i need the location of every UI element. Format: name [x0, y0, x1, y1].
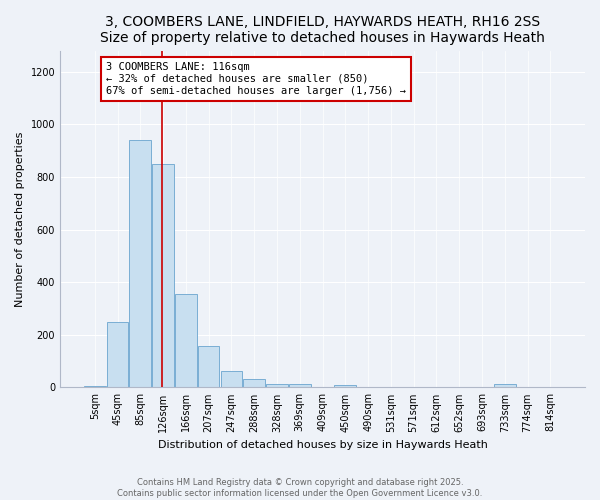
Text: Contains HM Land Registry data © Crown copyright and database right 2025.
Contai: Contains HM Land Registry data © Crown c… — [118, 478, 482, 498]
Text: 3 COOMBERS LANE: 116sqm
← 32% of detached houses are smaller (850)
67% of semi-d: 3 COOMBERS LANE: 116sqm ← 32% of detache… — [106, 62, 406, 96]
Bar — [198, 346, 220, 388]
Bar — [84, 386, 106, 388]
Bar — [221, 371, 242, 388]
Bar — [152, 164, 174, 388]
Bar — [266, 384, 288, 388]
Bar — [107, 322, 128, 388]
Bar — [289, 384, 311, 388]
Bar — [494, 384, 515, 388]
X-axis label: Distribution of detached houses by size in Haywards Heath: Distribution of detached houses by size … — [158, 440, 487, 450]
Y-axis label: Number of detached properties: Number of detached properties — [15, 132, 25, 306]
Bar — [244, 379, 265, 388]
Bar — [334, 385, 356, 388]
Bar — [175, 294, 197, 388]
Bar — [130, 140, 151, 388]
Title: 3, COOMBERS LANE, LINDFIELD, HAYWARDS HEATH, RH16 2SS
Size of property relative : 3, COOMBERS LANE, LINDFIELD, HAYWARDS HE… — [100, 15, 545, 45]
